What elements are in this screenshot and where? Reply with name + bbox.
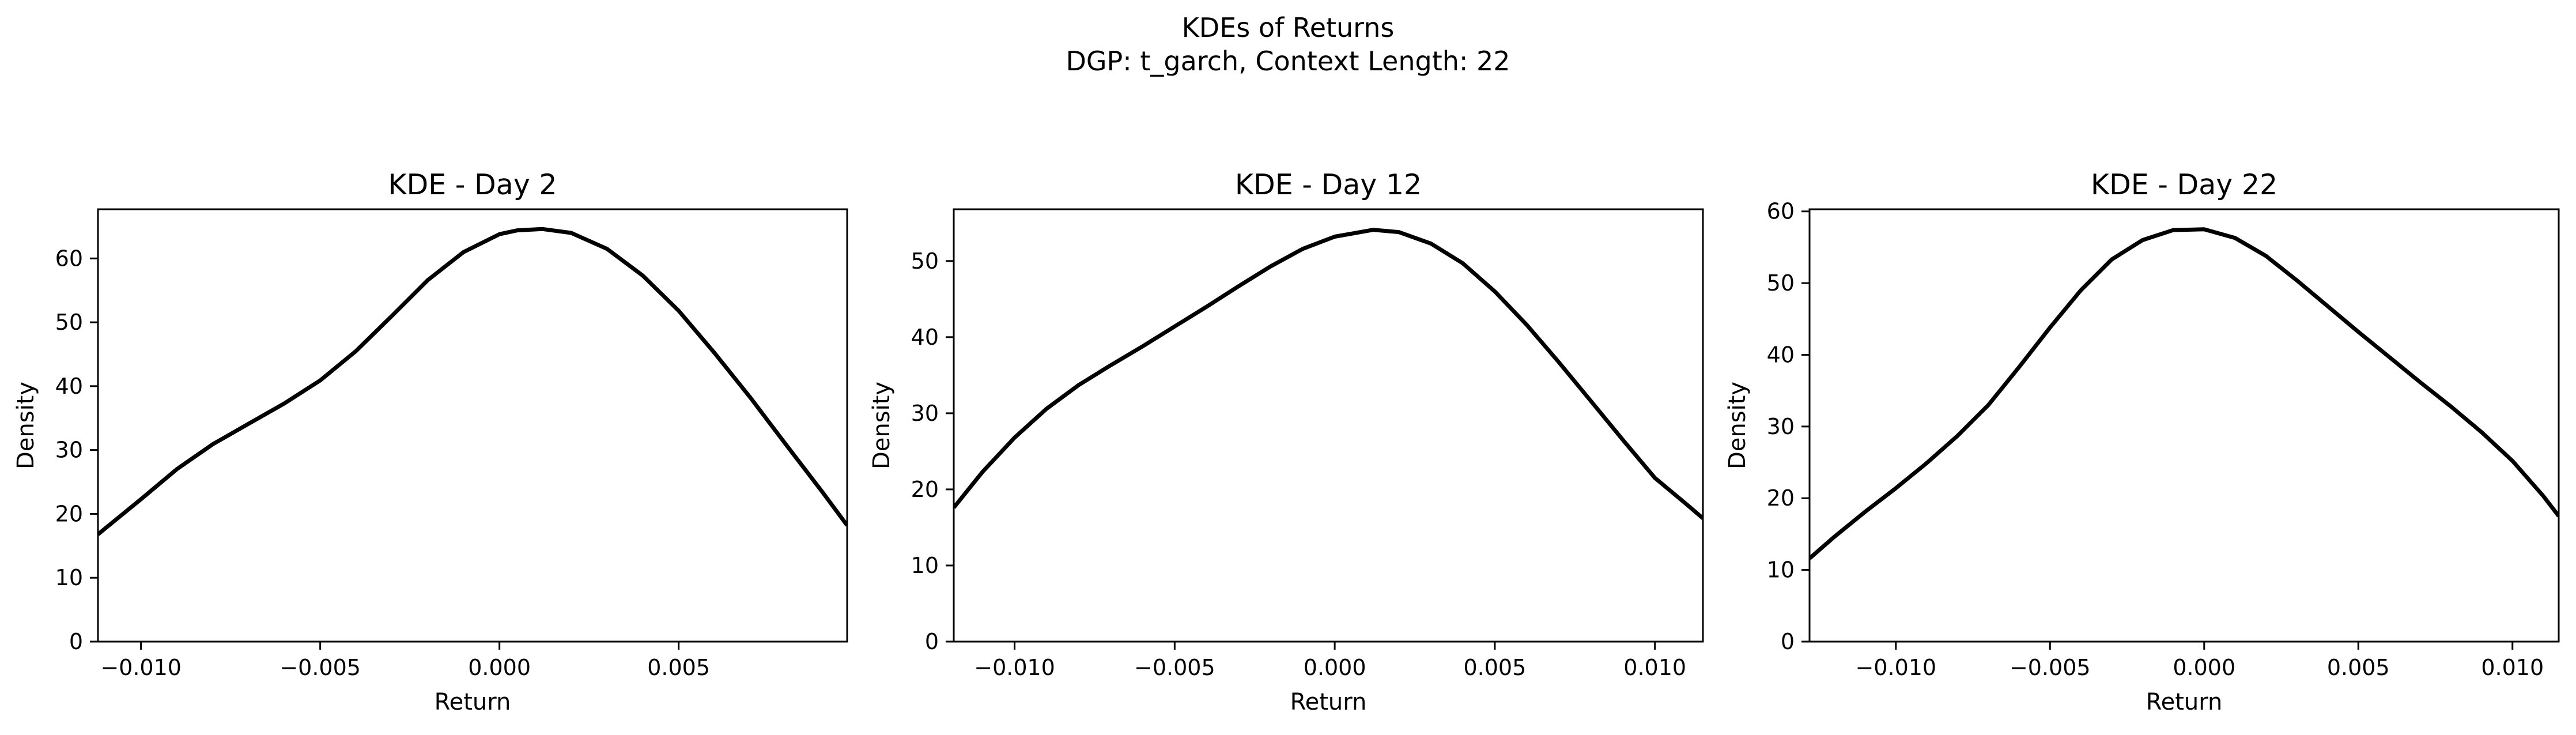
y-axis-label: Density (868, 382, 895, 469)
y-tick-label: 20 (1767, 485, 1795, 511)
x-tick-label: 0.010 (2481, 655, 2544, 680)
subplot-1: KDE - Day 2 −0.010 −0.005 0.000 0.005 0 10 20 30… (13, 168, 848, 715)
y-tick-label: 10 (911, 553, 939, 578)
x-axis-label: Return (435, 689, 511, 715)
kde-curve (954, 228, 1703, 520)
y-axis-label: Density (1724, 382, 1751, 469)
y-tick-label: 50 (1767, 270, 1795, 296)
subplot-title: KDE - Day 22 (2091, 168, 2277, 201)
figure-title-line2: DGP: t_garch, Context Length: 22 (1066, 46, 1510, 77)
y-tick-label: 0 (925, 629, 939, 654)
kde-curve (98, 227, 847, 536)
kde-curve (1810, 227, 2559, 560)
y-tick-label: 0 (1781, 629, 1795, 654)
x-tick-label: −0.005 (1134, 655, 1215, 680)
y-axis-label: Density (13, 382, 39, 469)
y-tick-label: 30 (55, 438, 83, 463)
x-tick-label: −0.010 (1855, 655, 1936, 680)
x-tick-label: 0.005 (647, 655, 710, 680)
axes-frame (97, 208, 848, 643)
subplot-panels: KDE - Day 2 −0.010 −0.005 0.000 0.005 0 10 20 30… (13, 168, 2560, 715)
y-tick-label: 10 (55, 565, 83, 590)
figure-title-line1: KDEs of Returns (1182, 12, 1395, 43)
x-tick-label: 0.000 (1304, 655, 1366, 680)
subplot-2: KDE - Day 12 −0.010 −0.005 0.000 0.005 0.010 0… (868, 168, 1704, 715)
y-tick-label: 30 (911, 401, 939, 426)
x-tick-label: 0.005 (2327, 655, 2390, 680)
y-tick-label: 20 (55, 501, 83, 526)
y-tick-label: 20 (911, 477, 939, 502)
y-tick-label: 40 (55, 374, 83, 399)
y-tick-label: 30 (1767, 414, 1795, 439)
y-tick-label: 0 (69, 629, 83, 654)
x-axis-label: Return (2146, 689, 2223, 715)
y-tick-label: 60 (1767, 199, 1795, 224)
subplot-title: KDE - Day 12 (1235, 168, 1422, 201)
y-tick-label: 40 (1767, 342, 1795, 367)
x-tick-label: −0.005 (2010, 655, 2091, 680)
x-axis-label: Return (1290, 689, 1367, 715)
axes-frame (1808, 208, 2560, 643)
x-tick-label: 0.010 (1623, 655, 1686, 680)
y-tick-label: 40 (911, 325, 939, 350)
x-tick-label: −0.010 (100, 655, 182, 680)
subplot-title: KDE - Day 2 (388, 168, 557, 201)
subplot-3: KDE - Day 22 −0.010 −0.005 0.000 0.005 0.010 0… (1724, 168, 2560, 715)
x-tick-label: 0.005 (1463, 655, 1526, 680)
y-tick-label: 50 (911, 248, 939, 274)
axes-frame (953, 208, 1704, 643)
x-tick-label: −0.010 (974, 655, 1055, 680)
x-tick-label: 0.000 (2173, 655, 2235, 680)
y-tick-label: 60 (55, 246, 83, 271)
x-tick-label: −0.005 (279, 655, 361, 680)
y-tick-label: 50 (55, 310, 83, 335)
x-tick-label: 0.000 (468, 655, 531, 680)
y-tick-label: 10 (1767, 557, 1795, 583)
